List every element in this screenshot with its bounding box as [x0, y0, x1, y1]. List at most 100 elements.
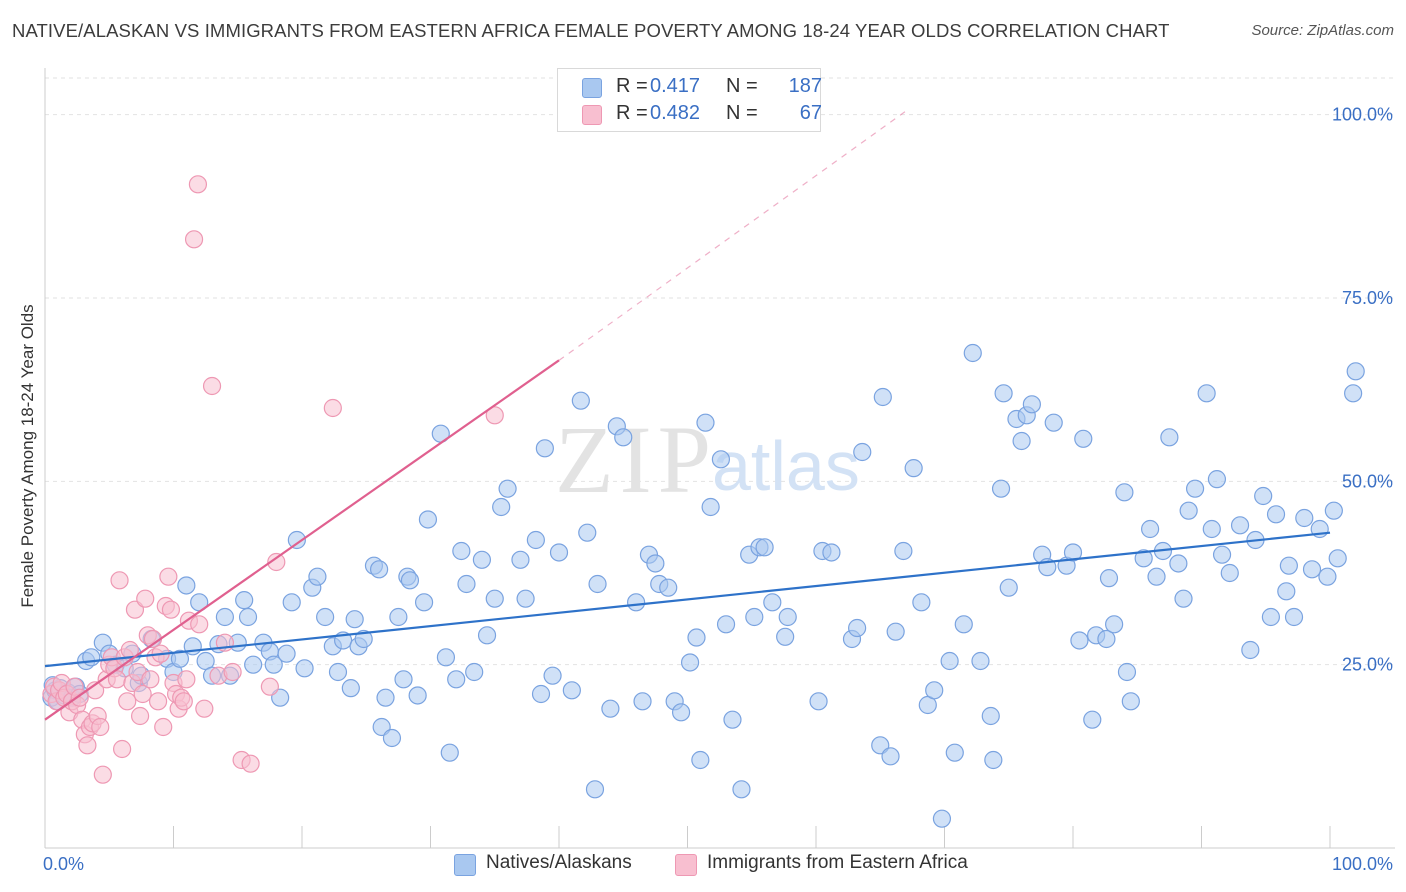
natives-point	[376, 688, 395, 707]
natives-point	[177, 576, 196, 595]
natives-point	[1318, 567, 1337, 586]
immigrants-point	[323, 398, 342, 418]
natives-point	[408, 686, 427, 705]
natives-point	[1012, 431, 1031, 451]
natives-point	[873, 387, 892, 407]
source-credit: Source: ZipAtlas.com	[1251, 22, 1394, 39]
natives-point	[316, 607, 335, 627]
immigrants-point	[223, 662, 242, 682]
natives-point	[687, 628, 706, 647]
natives-point	[701, 497, 720, 517]
x-tick-label: 0.0%	[43, 854, 84, 874]
natives-point	[328, 662, 348, 682]
natives-point	[853, 442, 872, 462]
trend-line-immigrants	[44, 359, 560, 721]
natives-point	[711, 450, 731, 469]
natives-point	[984, 750, 1003, 770]
natives-point	[235, 591, 254, 610]
natives-point	[1022, 395, 1041, 414]
watermark-atlas: atlas	[712, 427, 860, 505]
series-natives-points	[42, 343, 1365, 828]
immigrants-point	[141, 670, 160, 689]
natives-point	[295, 659, 314, 678]
natives-point	[389, 607, 408, 627]
natives-point	[755, 538, 774, 557]
natives-point	[1083, 710, 1102, 729]
natives-point	[626, 593, 646, 612]
watermark: ZIP atlas	[555, 406, 860, 513]
natives-point	[244, 655, 263, 674]
immigrants-point	[161, 600, 181, 619]
natives-point	[809, 692, 828, 711]
natives-point	[170, 649, 190, 668]
bottom-legend-swatch-immigrants	[675, 854, 697, 876]
trend-lines	[44, 110, 1331, 721]
y-tick-label: 50.0%	[1342, 471, 1393, 491]
natives-point	[511, 550, 530, 569]
natives-point	[954, 615, 973, 634]
natives-point	[601, 699, 620, 718]
natives-point	[1160, 428, 1179, 447]
natives-point	[277, 644, 296, 663]
natives-point	[963, 343, 982, 363]
natives-point	[646, 554, 665, 573]
natives-point	[1254, 486, 1273, 506]
legend-r-value: 0.417	[650, 75, 701, 97]
natives-point	[1099, 569, 1119, 588]
natives-point	[1284, 607, 1304, 627]
watermark-zip: ZIP	[555, 406, 717, 513]
legend-n-value: 67	[799, 102, 822, 124]
natives-point	[1185, 479, 1205, 498]
immigrants-point	[202, 376, 222, 396]
natives-point	[543, 666, 562, 685]
natives-point	[585, 780, 605, 799]
natives-point	[1147, 567, 1166, 586]
natives-point	[492, 497, 511, 517]
natives-point	[1277, 582, 1296, 601]
immigrants-point	[190, 615, 209, 634]
legend: R = 0.417 N = 187 R = 0.482 N = 67	[557, 68, 822, 132]
natives-point	[1174, 589, 1193, 608]
immigrants-point	[174, 692, 193, 711]
immigrants-point	[93, 765, 112, 784]
natives-point	[436, 648, 456, 667]
immigrants-point	[120, 640, 139, 660]
natives-point	[571, 391, 590, 410]
series-immigrants-points	[42, 175, 504, 784]
y-tick-label: 25.0%	[1342, 655, 1393, 675]
natives-point	[1074, 429, 1093, 448]
natives-point	[472, 550, 491, 569]
natives-point	[659, 578, 678, 597]
legend-swatch-natives	[582, 78, 602, 98]
natives-point	[1220, 563, 1239, 583]
natives-point	[354, 629, 373, 649]
immigrants-point	[112, 739, 132, 759]
immigrants-point	[133, 684, 152, 704]
natives-point	[680, 653, 700, 672]
bottom-legend-label-natives: Natives/Alaskans	[486, 852, 632, 873]
y-tick-label: 100.0%	[1332, 105, 1393, 125]
natives-point	[1105, 615, 1124, 634]
chart-title: NATIVE/ALASKAN VS IMMIGRANTS FROM EASTER…	[12, 20, 1170, 41]
natives-point	[382, 728, 402, 748]
natives-point	[1063, 543, 1083, 562]
natives-point	[1261, 607, 1280, 627]
immigrants-point	[241, 754, 260, 773]
natives-point	[925, 681, 944, 700]
natives-point	[1179, 501, 1198, 520]
immigrants-point	[177, 670, 196, 689]
natives-point	[394, 670, 413, 689]
natives-point	[457, 574, 476, 594]
natives-point	[1241, 640, 1260, 660]
natives-point	[287, 530, 306, 550]
natives-point	[341, 679, 360, 698]
natives-point	[414, 593, 434, 612]
natives-point	[1202, 519, 1221, 539]
immigrants-point	[118, 692, 137, 711]
natives-point	[535, 439, 554, 458]
y-tick-label: 75.0%	[1342, 288, 1393, 308]
natives-point	[1346, 362, 1365, 381]
legend-r-label: R =	[616, 102, 648, 124]
legend-swatch-immigrants	[582, 105, 602, 125]
